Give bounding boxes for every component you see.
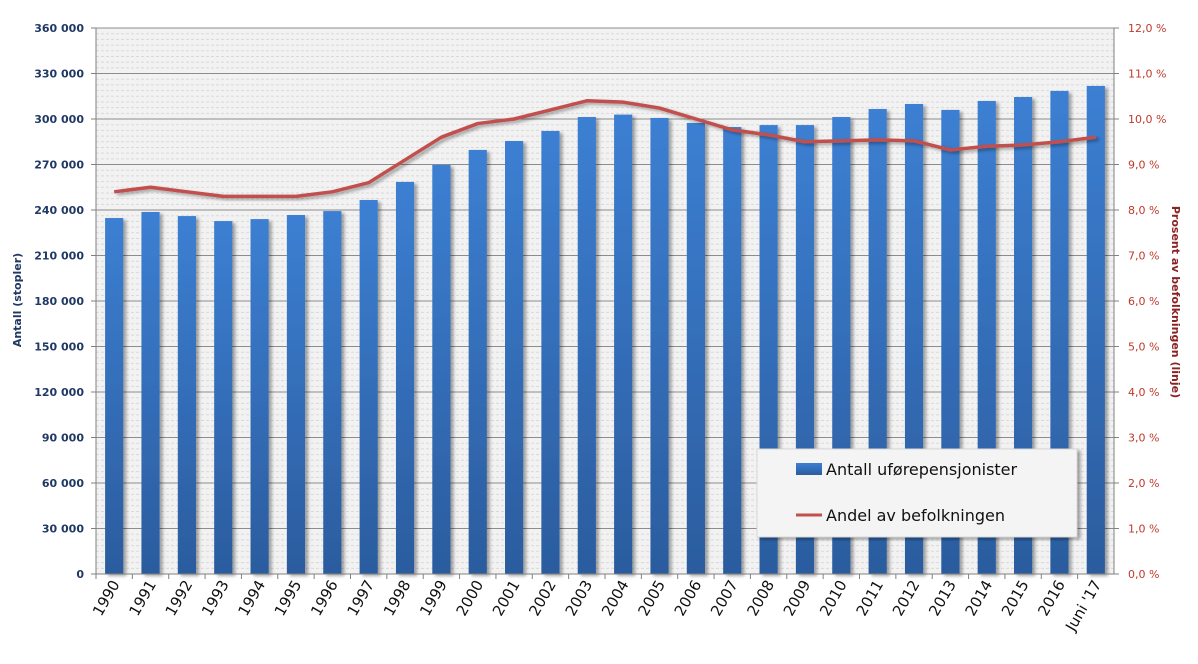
x-tick-label: 2009 xyxy=(780,577,815,619)
y-right-tick-label: 5,0 % xyxy=(1128,341,1159,354)
x-tick-label: 1995 xyxy=(271,577,306,619)
y-left-tick-label: 60 000 xyxy=(42,477,84,490)
y-left-tick-label: 30 000 xyxy=(42,523,84,536)
y-right-tick-label: 2,0 % xyxy=(1128,477,1159,490)
y-left-tick-label: 150 000 xyxy=(34,341,84,354)
y-left-tick-label: 240 000 xyxy=(34,204,84,217)
x-tick-label: 2011 xyxy=(852,577,887,619)
bar xyxy=(723,127,741,574)
y-left-tick-label: 360 000 xyxy=(34,22,84,35)
y-left-tick-label: 330 000 xyxy=(34,68,84,81)
x-tick-label: 2015 xyxy=(998,577,1033,619)
bar xyxy=(469,150,487,574)
bar xyxy=(178,216,196,574)
bar xyxy=(323,211,341,574)
y-left-tick-label: 210 000 xyxy=(34,250,84,263)
x-tick-label: 2010 xyxy=(816,577,851,619)
bar xyxy=(578,117,596,574)
x-tick-label: 2001 xyxy=(489,577,524,619)
x-tick-label: 2014 xyxy=(962,577,997,619)
bar xyxy=(541,131,559,574)
x-tick-label: 2006 xyxy=(671,577,706,619)
legend-bar-swatch xyxy=(796,463,822,475)
y-right-tick-label: 8,0 % xyxy=(1128,204,1159,217)
legend: Antall uførepensjonister Andel av befolk… xyxy=(757,449,1077,537)
bar xyxy=(614,115,632,574)
legend-line-label: Andel av befolkningen xyxy=(826,506,1005,525)
bar xyxy=(650,118,668,574)
y-right-axis-label: Prosent av befolkningen (linje) xyxy=(1169,206,1182,398)
x-tick-label: 2005 xyxy=(634,577,669,619)
bar xyxy=(396,182,414,574)
y-right-tick-label: 9,0 % xyxy=(1128,159,1159,172)
x-tick-label: 1993 xyxy=(198,577,233,619)
y-left-tick-label: 270 000 xyxy=(34,159,84,172)
bar xyxy=(214,221,232,574)
y-right-tick-label: 12,0 % xyxy=(1128,22,1166,35)
bar xyxy=(505,141,523,574)
bar xyxy=(360,200,378,574)
x-tick-label: 2008 xyxy=(743,577,778,619)
bar xyxy=(1087,86,1105,574)
x-tick-label: 2016 xyxy=(1034,577,1069,619)
bar xyxy=(287,215,305,574)
x-tick-label: 2007 xyxy=(707,577,742,619)
y-right-tick-label: 11,0 % xyxy=(1128,68,1166,81)
bar xyxy=(105,218,123,574)
y-right-tick-label: 10,0 % xyxy=(1128,113,1166,126)
x-tick-label: 2003 xyxy=(562,577,597,619)
y-left-tick-label: 300 000 xyxy=(34,113,84,126)
x-tick-label: 1992 xyxy=(162,577,197,619)
x-tick-label: 2013 xyxy=(925,577,960,619)
x-tick-label: 1998 xyxy=(380,577,415,619)
y-right-tick-label: 1,0 % xyxy=(1128,523,1159,536)
bar xyxy=(141,212,159,574)
y-right-tick-label: 4,0 % xyxy=(1128,386,1159,399)
x-tick-label: 2002 xyxy=(525,577,560,619)
y-right-tick-label: 6,0 % xyxy=(1128,295,1159,308)
x-tick-label: 2004 xyxy=(598,577,633,619)
x-tick-label: 1990 xyxy=(89,577,124,619)
legend-bar-label: Antall uførepensjonister xyxy=(826,460,1018,479)
x-tick-label: 1994 xyxy=(234,577,269,619)
y-left-tick-label: 90 000 xyxy=(42,432,84,445)
y-left-axis-label: Antall (stopler) xyxy=(11,253,24,347)
x-tick-label: 1996 xyxy=(307,577,342,619)
y-left-tick-label: 180 000 xyxy=(34,295,84,308)
y-right-tick-label: 3,0 % xyxy=(1128,432,1159,445)
y-right-tick-label: 0,0 % xyxy=(1128,568,1159,581)
x-tick-label: 2000 xyxy=(453,577,488,619)
bar xyxy=(432,165,450,574)
bar xyxy=(687,123,705,574)
bar xyxy=(251,219,269,574)
y-right-tick-label: 7,0 % xyxy=(1128,250,1159,263)
y-left-tick-label: 0 xyxy=(76,568,84,581)
x-tick-label: 1997 xyxy=(343,577,378,619)
y-left-tick-label: 120 000 xyxy=(34,386,84,399)
x-tick-label: 1991 xyxy=(125,577,160,619)
x-tick-label: 1999 xyxy=(416,577,451,619)
x-tick-label: 2012 xyxy=(889,577,924,619)
